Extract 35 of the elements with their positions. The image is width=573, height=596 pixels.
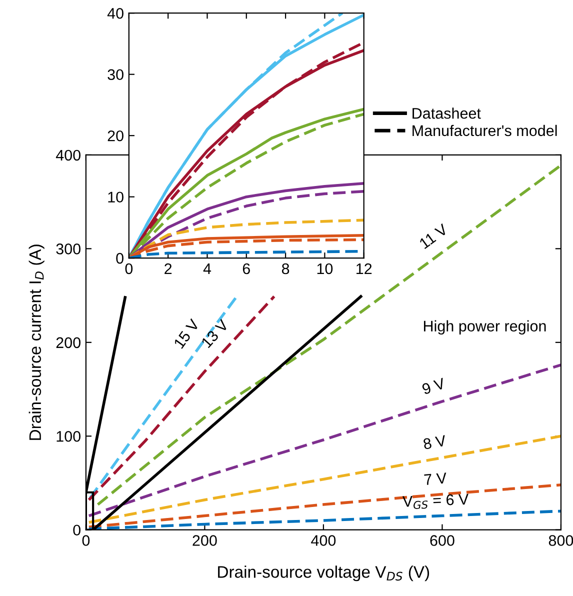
y-tick-label: 30 xyxy=(108,69,124,80)
x-tick-label: 2 xyxy=(164,263,172,274)
legend-label: Manufacturer's model xyxy=(412,124,557,136)
text: 11 V xyxy=(418,223,449,250)
x-tick-label: 8 xyxy=(282,263,290,274)
y-tick-label: 0 xyxy=(116,252,124,264)
x-tick-label: 4 xyxy=(203,263,212,274)
y-tick-label: 10 xyxy=(108,192,124,203)
y-tick-label: 400 xyxy=(56,150,80,161)
x-tick-label: 12 xyxy=(356,263,372,274)
x-tick-label: 0 xyxy=(82,535,90,546)
text: 8 V xyxy=(422,434,447,450)
text: 15 V xyxy=(174,318,200,349)
x-tick-label: 0 xyxy=(125,263,133,274)
y-tick-label: 100 xyxy=(56,430,80,442)
x-tick-label: 6 xyxy=(242,263,250,274)
text: 7 V xyxy=(424,472,448,486)
annotation: High power region xyxy=(424,320,546,335)
y-tick-label: 300 xyxy=(56,244,80,254)
series-label: V$_{GS}$ = 6 V xyxy=(402,494,469,510)
text: 9 V xyxy=(422,378,446,395)
y-tick-label: 40 xyxy=(107,8,124,19)
y-axis-title: Drain-source current I$_{D}$ (A) xyxy=(28,244,44,440)
x-tick-label: 800 xyxy=(548,535,573,546)
y-tick-label: 0 xyxy=(73,524,80,536)
x-tick-label: 400 xyxy=(311,535,336,546)
legend-label: Datasheet xyxy=(412,108,481,119)
y-tick-label: 20 xyxy=(108,130,124,142)
x-tick-label: 10 xyxy=(317,263,333,274)
x-axis-title: Drain-source voltage V$_{DS}$ (V) xyxy=(218,566,430,582)
line-series xyxy=(88,483,561,528)
y-tick-label: 200 xyxy=(56,337,80,348)
x-tick-label: 600 xyxy=(430,535,454,546)
text: 13 V xyxy=(200,318,230,348)
x-tick-label: 200 xyxy=(192,535,217,546)
